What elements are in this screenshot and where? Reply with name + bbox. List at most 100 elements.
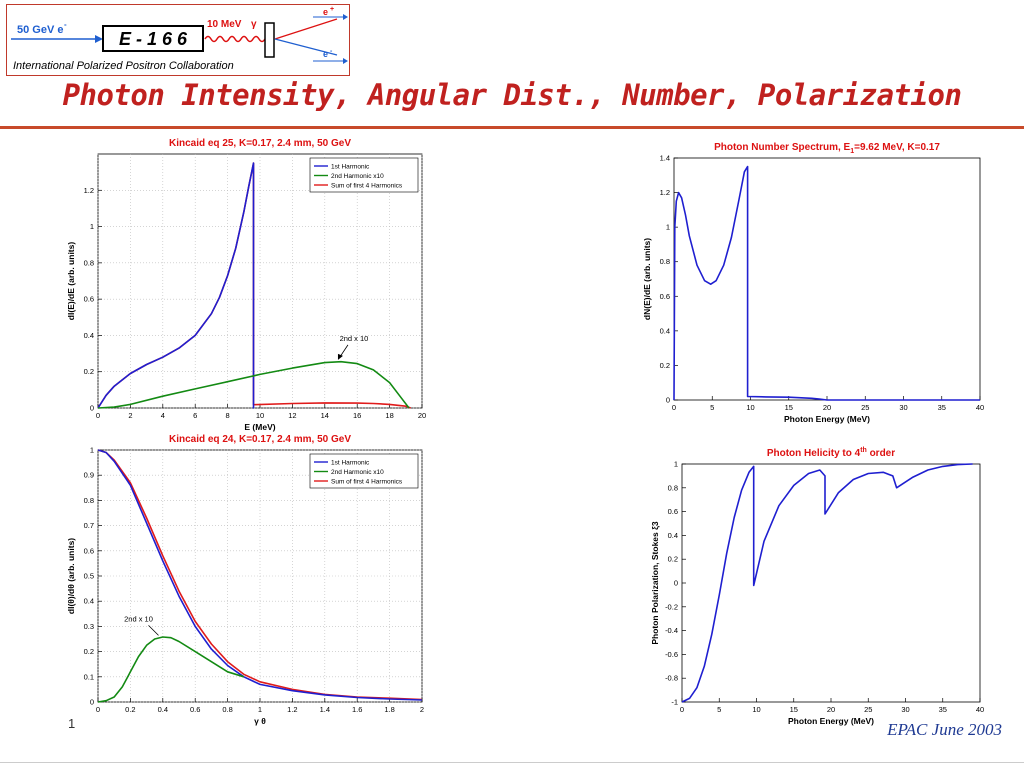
x-tick-label: 1 [258, 705, 262, 714]
y-axis-label: Photon Polarization, Stokes ξ3 [650, 521, 660, 645]
event-label: EPAC June 2003 [887, 720, 1002, 739]
electron-label: e [323, 49, 328, 59]
y-tick-label: -0.8 [665, 674, 678, 683]
y-tick-label: 0.1 [84, 672, 94, 681]
experiment-box [102, 25, 204, 52]
y-tick-label: 0.6 [84, 295, 94, 304]
legend-entry: 1st Harmonic [331, 164, 370, 171]
y-tick-label: 0.3 [84, 622, 94, 631]
photon-symbol: γ [251, 19, 257, 30]
x-tick-label: 35 [938, 403, 946, 412]
y-tick-label: 0.2 [84, 367, 94, 376]
bottom-divider [0, 762, 1024, 763]
y-tick-label: 1.2 [84, 186, 94, 195]
y-tick-label: 0.8 [84, 496, 94, 505]
x-tick-label: 30 [899, 403, 907, 412]
y-tick-label: -0.6 [665, 650, 678, 659]
x-tick-label: 30 [901, 705, 909, 714]
y-tick-label: 0.2 [668, 555, 678, 564]
x-tick-label: 0 [672, 403, 676, 412]
x-tick-label: 0 [96, 411, 100, 420]
plot-area [673, 157, 981, 401]
x-tick-label: 10 [256, 411, 264, 420]
target-icon [264, 22, 275, 58]
legend: 1st Harmonic 2nd Harmonic x10 Sum of first… [309, 157, 419, 193]
x-axis-label: E (MeV) [244, 422, 275, 432]
series-line-0 [681, 463, 973, 703]
x-tick-label: 20 [823, 403, 831, 412]
legend-entry: 2nd Harmonic x10 [331, 469, 384, 476]
x-tick-label: 10 [746, 403, 754, 412]
annotation-arrow [339, 344, 349, 358]
series-line-1 [97, 162, 255, 409]
x-tick-label: 1.8 [384, 705, 394, 714]
positron-sup: + [330, 6, 334, 13]
y-axis-label: dI(E)/dE (arb. units) [66, 242, 76, 321]
y-tick-label: 0.8 [660, 257, 670, 266]
y-tick-label: 0.6 [668, 507, 678, 516]
x-tick-label: 0.8 [222, 705, 232, 714]
chart-number-spectrum: Photon Number Spectrum, E1=9.62 MeV, K=0… [636, 132, 996, 432]
y-tick-label: 0 [674, 579, 678, 588]
chart-photon-helicity: Photon Helicity to 4th order 0 5 10 15 20 25 30… [636, 440, 996, 736]
y-axis-label: dN(E)/dE (arb. units) [642, 238, 652, 320]
series-line-1 [97, 449, 423, 701]
chart-intensity-energy: Kincaid eq 25, K=0.17, 2.4 mm, 50 GeV 0 2 4… [60, 132, 440, 432]
y-tick-label: 1.4 [660, 154, 670, 163]
y-tick-label: 0.4 [668, 531, 678, 540]
series-line-2 [97, 360, 410, 409]
legend-entry: 1st Harmonic [331, 460, 370, 467]
plot-area [681, 463, 981, 703]
x-tick-label: 20 [418, 411, 426, 420]
y-tick-label: 0.2 [84, 647, 94, 656]
x-tick-label: 25 [861, 403, 869, 412]
x-tick-label: 6 [193, 411, 197, 420]
positron-label: e [323, 7, 328, 17]
x-tick-label: 25 [864, 705, 872, 714]
y-tick-label: 0.5 [84, 572, 94, 581]
series-line-0 [673, 165, 980, 401]
photon-label: 10 MeV [207, 19, 242, 30]
x-tick-label: 4 [161, 411, 165, 420]
series-line-2 [97, 636, 245, 703]
x-tick-label: 14 [321, 411, 329, 420]
legend-entry: Sum of first 4 Harmonics [331, 479, 403, 486]
y-axis-label: dI(θ)/dθ (arb. units) [66, 538, 76, 614]
y-tick-label: -0.4 [665, 626, 678, 635]
x-tick-label: 1.4 [320, 705, 330, 714]
x-tick-label: 0.2 [125, 705, 135, 714]
x-tick-label: 8 [226, 411, 230, 420]
beam-arrow-head [95, 35, 103, 43]
x-tick-label: 16 [353, 411, 361, 420]
x-tick-label: 40 [976, 403, 984, 412]
y-tick-label: 0.2 [660, 361, 670, 370]
page-number: 1 [68, 716, 76, 731]
y-tick-label: -0.2 [665, 602, 678, 611]
collaboration-logo: 50 GeV e - E - 1 6 6 10 MeV γ e + e - In… [6, 4, 350, 76]
experiment-label: E - 1 6 6 [119, 29, 188, 49]
y-tick-label: 0.8 [84, 258, 94, 267]
y-tick-label: 1.2 [660, 188, 670, 197]
x-tick-label: 5 [710, 403, 714, 412]
x-tick-label: 2 [420, 705, 424, 714]
positron-line [274, 18, 338, 40]
x-axis-label: Photon Energy (MeV) [784, 414, 870, 424]
y-tick-label: 0.4 [84, 597, 94, 606]
x-tick-label: 35 [939, 705, 947, 714]
annotation-label: 2nd x 10 [340, 334, 369, 343]
y-tick-label: 0 [90, 404, 94, 413]
y-tick-label: 0.4 [660, 326, 670, 335]
y-tick-label: 0.7 [84, 521, 94, 530]
y-tick-label: -1 [671, 698, 678, 707]
x-tick-label: 0.4 [158, 705, 168, 714]
legend-entry: Sum of first 4 Harmonics [331, 183, 403, 190]
x-axis-label: γ θ [254, 716, 266, 726]
x-tick-label: 18 [385, 411, 393, 420]
x-tick-label: 0.6 [190, 705, 200, 714]
y-tick-label: 0.4 [84, 331, 94, 340]
x-tick-label: 40 [976, 705, 984, 714]
x-tick-label: 0 [680, 705, 684, 714]
chart-title: Photon Helicity to 4th order [767, 447, 895, 459]
x-tick-label: 15 [785, 403, 793, 412]
x-tick-label: 5 [717, 705, 721, 714]
